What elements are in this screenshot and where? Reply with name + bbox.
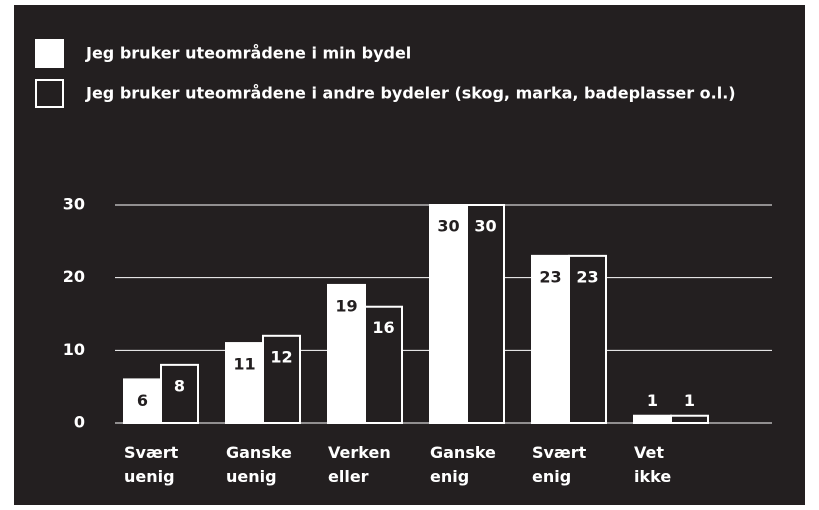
legend-label: Jeg bruker uteområdene i andre bydeler (… xyxy=(85,84,736,103)
x-tick-label: Svært uenig xyxy=(124,443,179,486)
bar xyxy=(364,305,403,425)
value-label: 30 xyxy=(437,217,459,236)
x-tick-label: Verken eller xyxy=(328,443,391,486)
bar xyxy=(670,414,709,425)
bar xyxy=(160,363,199,425)
y-tick-label: 30 xyxy=(63,195,85,214)
value-label: 19 xyxy=(335,296,357,315)
bar xyxy=(225,342,264,425)
value-label: 23 xyxy=(576,267,598,286)
x-tick-label: Ganske uenig xyxy=(226,443,292,486)
y-tick-label: 20 xyxy=(63,267,85,286)
bar xyxy=(466,204,505,424)
y-tick-label: 0 xyxy=(74,413,85,432)
value-label: 11 xyxy=(233,355,255,374)
bar xyxy=(327,283,366,424)
value-label: 16 xyxy=(372,318,394,337)
value-label: 12 xyxy=(270,347,292,366)
value-label: 1 xyxy=(647,391,658,410)
x-tick-label: Ganske enig xyxy=(430,443,496,486)
y-tick-label: 10 xyxy=(63,340,85,359)
value-label: 6 xyxy=(137,391,148,410)
bar xyxy=(568,254,607,424)
bar xyxy=(262,334,301,424)
value-label: 8 xyxy=(174,376,185,395)
value-label: 23 xyxy=(539,267,561,286)
x-tick-label: Svært enig xyxy=(532,443,587,486)
value-label: 1 xyxy=(684,391,695,410)
bar xyxy=(429,204,468,424)
background xyxy=(14,5,805,505)
legend-swatch xyxy=(35,79,64,108)
legend-swatch xyxy=(35,39,64,68)
bar xyxy=(633,414,672,425)
legend-label: Jeg bruker uteområdene i min bydel xyxy=(85,44,411,63)
bar xyxy=(123,378,162,424)
value-label: 30 xyxy=(474,217,496,236)
x-tick-label: Vet ikke xyxy=(634,443,671,486)
